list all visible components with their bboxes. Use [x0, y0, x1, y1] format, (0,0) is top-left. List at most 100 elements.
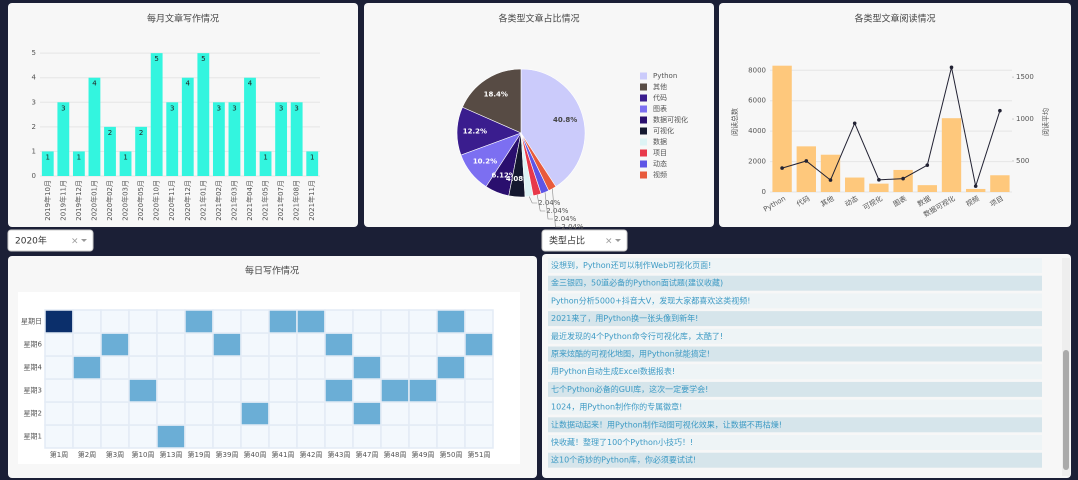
data-label: 4	[186, 80, 191, 88]
heat-cell	[436, 355, 466, 380]
clear-icon[interactable]: ×	[605, 237, 613, 247]
dropdown-box[interactable]	[7, 229, 94, 252]
heat-cell	[464, 378, 494, 403]
x-tick-label: 2020年12月	[183, 180, 192, 221]
article-link[interactable]: 这10个奇妙的Python库，你必须要试试!	[551, 455, 696, 465]
article-link[interactable]: 用Python自动生成Excel数据报表!	[551, 366, 675, 376]
bar	[104, 126, 116, 176]
heat-cell	[100, 401, 130, 426]
x-tick-label: 2019年10月	[43, 180, 52, 221]
slice-label: 2.04%	[546, 207, 569, 215]
data-label: 4	[92, 80, 97, 88]
heat-cell	[268, 378, 298, 403]
x-tick-label: 2019年11月	[58, 180, 67, 221]
scroll-thumb[interactable]	[1063, 350, 1069, 470]
heat-cell	[296, 378, 326, 403]
y2-axis-label: 阅读平均	[1041, 108, 1050, 136]
heat-cell	[296, 401, 326, 426]
heat-cell	[100, 355, 130, 380]
list-row	[548, 417, 1042, 433]
heat-cell	[380, 424, 410, 449]
line-point	[852, 121, 857, 126]
heat-cell	[72, 401, 102, 426]
heat-cell	[212, 332, 242, 357]
heat-cell	[184, 332, 214, 357]
bar	[181, 77, 194, 176]
dropdown-box[interactable]	[541, 229, 628, 252]
heat-cell	[296, 355, 326, 380]
y-axis-label: 阅读总数	[730, 108, 739, 136]
x-tick-label: 第3周	[106, 450, 124, 459]
heat-cell	[408, 309, 438, 334]
heat-cell	[212, 424, 242, 449]
heat-cell	[72, 332, 102, 357]
x-tick-label: 第43周	[328, 450, 351, 459]
x-tick-label: 2021年03月	[229, 180, 238, 221]
heat-cell	[464, 424, 494, 449]
x-tick-label: 第51周	[468, 450, 491, 459]
heat-cell	[128, 309, 158, 334]
pie-slice	[462, 68, 522, 134]
list-row	[548, 381, 1042, 397]
legend-label: 图表	[653, 104, 667, 113]
bar	[966, 188, 986, 192]
article-link[interactable]: 七个Python必备的GUI库，这次一定要学会!	[551, 384, 708, 394]
legend-swatch	[640, 138, 647, 146]
heat-cell	[44, 332, 74, 357]
dropdown[interactable]: 2020年 ×	[7, 229, 94, 252]
heat-cell	[44, 378, 74, 403]
slice-label: 10.2%	[473, 158, 497, 166]
article-link[interactable]: 快收藏！整理了100个Python小技巧！!	[551, 437, 693, 447]
x-tick-label: 第48周	[384, 450, 407, 459]
heat-cell	[156, 378, 186, 403]
legend-label: 可视化	[653, 126, 674, 135]
legend-swatch	[640, 127, 647, 135]
list-row	[548, 293, 1042, 309]
legend-swatch	[640, 94, 647, 102]
heat-cell	[128, 401, 158, 426]
article-link[interactable]: 1024，用Python制作你的专属徽章!	[551, 402, 682, 412]
heat-cell	[408, 424, 438, 449]
heat-cell	[240, 424, 270, 449]
x-tick-label: 第47周	[356, 450, 379, 459]
heat-cell	[380, 378, 410, 403]
bar	[893, 169, 913, 192]
legend-label: Python	[653, 72, 677, 80]
chart-title: 每日写作情况	[245, 265, 299, 277]
y-tick-label: 3	[32, 98, 36, 106]
heat-cell	[324, 424, 354, 449]
article-link[interactable]: 2021来了，用Python换一张头像到新年!	[551, 313, 698, 323]
heat-cell	[324, 309, 354, 334]
chart-title: 各类型文章占比情况	[498, 13, 579, 25]
heat-cell	[44, 355, 74, 380]
heat-cell	[184, 378, 214, 403]
slice-label: 2.04%	[538, 199, 561, 207]
dropdown[interactable]: 类型占比 ×	[541, 229, 628, 252]
y-tick-label: 5	[32, 49, 36, 57]
article-link[interactable]: 金三银四，50道必备的Python面试题(建议收藏)	[551, 278, 723, 288]
article-link[interactable]: Python分析5000+抖音大V，发现大家都喜欢这类视频!	[551, 295, 750, 305]
heat-cell	[324, 332, 354, 357]
heat-cell	[184, 355, 214, 380]
data-label: 4	[248, 80, 253, 88]
bar	[244, 77, 256, 176]
heat-cell	[156, 309, 186, 334]
heat-cell	[240, 309, 270, 334]
article-link[interactable]: 没想到，Python还可以制作Web可视化页面!	[551, 260, 711, 270]
bar	[259, 151, 272, 176]
x-tick-label: 2021年04月	[245, 180, 254, 221]
heat-cell	[352, 401, 382, 426]
legend-label: 数据可视化	[653, 115, 688, 124]
y2-tick-label: 500	[1016, 157, 1029, 165]
article-link[interactable]: 让数据动起来！用Python制作动图可视化效果，让数据不再枯燥!	[551, 419, 782, 429]
y-tick-label: 8000	[748, 66, 766, 74]
heat-cell	[352, 309, 382, 334]
article-link[interactable]: 最近发现的4个Python命令行可视化库，太酷了!	[551, 331, 723, 341]
article-link[interactable]: 原来炫酷的可视化地图，用Python就能搞定!	[551, 349, 710, 359]
x-tick-label: 第50周	[440, 450, 463, 459]
y-tick-label: 星期2	[24, 410, 42, 418]
heat-cell	[240, 401, 270, 426]
heat-cell	[44, 424, 74, 449]
clear-icon[interactable]: ×	[71, 237, 79, 247]
